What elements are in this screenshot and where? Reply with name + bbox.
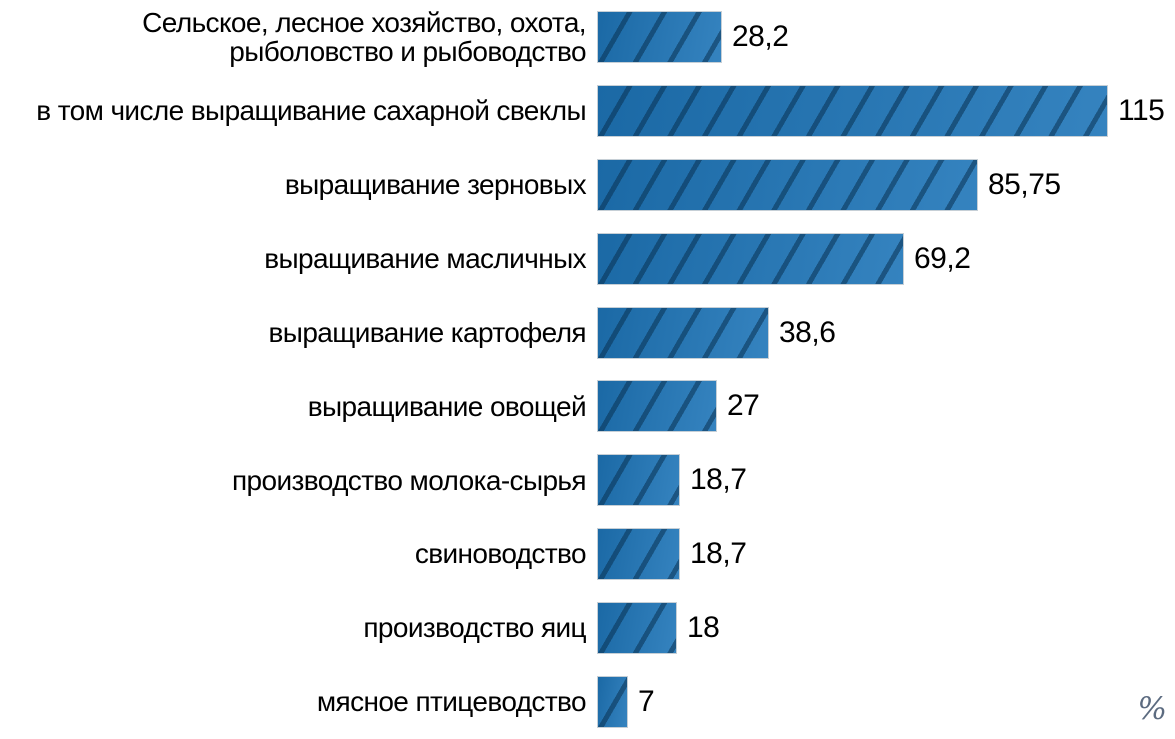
category-label: свиноводство	[414, 538, 587, 570]
category-label: выращивание картофеля	[268, 316, 587, 348]
category-label: Сельское, лесное хозяйство, охота, рыбол…	[142, 6, 586, 67]
value-label: 28,2	[732, 19, 789, 53]
chart-row: в том числе выращивание сахарной свеклы 1…	[0, 74, 1175, 148]
category-label: производство яиц	[363, 612, 586, 644]
chart-row: выращивание масличных 69,2	[0, 222, 1175, 296]
bar	[597, 84, 1108, 137]
category-label: выращивание зерновых	[284, 169, 587, 201]
bar	[597, 454, 680, 507]
value-label: 69,2	[914, 241, 971, 275]
chart-row: выращивание картофеля 38,6	[0, 296, 1175, 370]
chart-row: производство молока-сырья 18,7	[0, 443, 1175, 517]
value-label: 7	[638, 684, 655, 718]
category-label: мясное птицеводство	[316, 686, 587, 718]
bar	[597, 10, 722, 63]
chart-row: производство яиц 18	[0, 591, 1175, 665]
chart-row: Сельское, лесное хозяйство, охота, рыбол…	[0, 0, 1175, 74]
value-label: 27	[727, 389, 760, 423]
bar	[597, 528, 680, 581]
chart-row: свиноводство 18,7	[0, 517, 1175, 591]
category-label: выращивание масличных	[264, 242, 586, 274]
chart-row: мясное птицеводство 7	[0, 665, 1175, 739]
value-label: 18,7	[690, 537, 747, 571]
chart-row: выращивание овощей 27	[0, 369, 1175, 443]
value-label: 85,75	[988, 167, 1061, 201]
category-label: производство молока-сырья	[231, 464, 587, 496]
bar	[597, 232, 904, 285]
bar	[597, 380, 717, 433]
percent-axis-label: %	[1137, 691, 1167, 727]
bar	[597, 306, 769, 359]
bar	[597, 158, 978, 211]
value-label: 18,7	[690, 463, 747, 497]
value-label: 38,6	[779, 315, 836, 349]
bar	[597, 675, 628, 728]
category-label: в том числе выращивание сахарной свеклы	[36, 95, 586, 127]
chart-row: выращивание зерновых 85,75	[0, 148, 1175, 222]
bar	[597, 602, 677, 655]
value-label: 115	[1118, 93, 1165, 127]
value-label: 18	[687, 611, 720, 645]
category-label: выращивание овощей	[307, 390, 587, 422]
